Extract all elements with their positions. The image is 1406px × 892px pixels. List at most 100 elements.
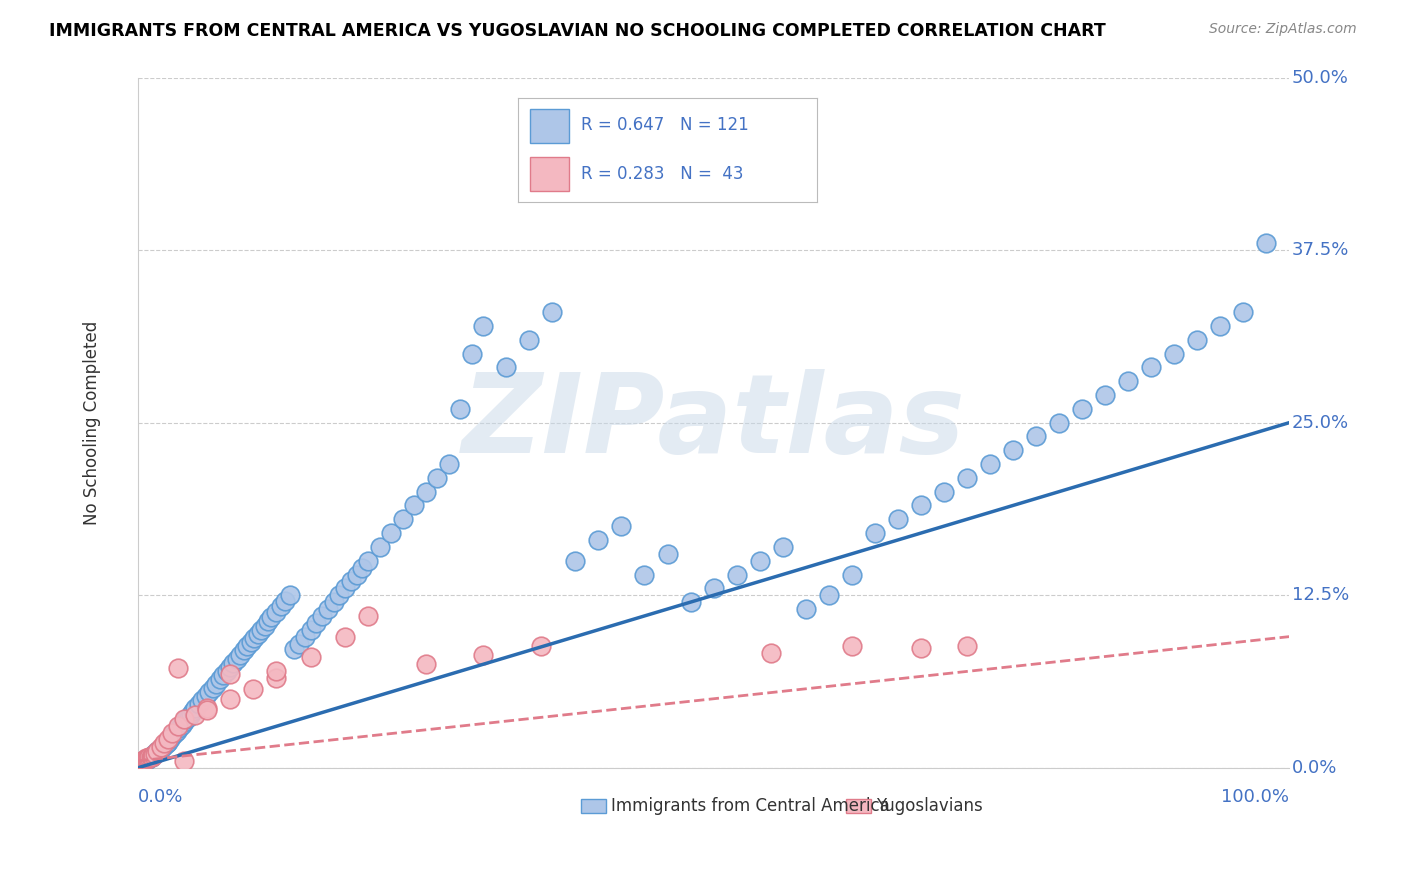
Point (136, 751, 159, 765)
Point (633, 567, 655, 582)
Point (1163, 346, 1185, 360)
Point (449, 401, 471, 416)
Point (841, 567, 863, 582)
Point (472, 648, 495, 662)
Point (134, 754, 156, 768)
Point (333, 582, 356, 596)
Text: 50.0%: 50.0% (1292, 69, 1348, 87)
Point (173, 715, 195, 730)
Point (222, 656, 245, 670)
Point (1185, 333, 1208, 347)
Point (1094, 388, 1116, 402)
Point (1140, 360, 1163, 375)
Point (759, 646, 782, 660)
Point (278, 588, 301, 602)
Point (169, 721, 191, 735)
Point (138, 749, 160, 764)
Point (236, 640, 259, 654)
Point (153, 736, 176, 750)
Text: Yugoslavians: Yugoslavians (876, 797, 983, 814)
Point (167, 719, 190, 733)
Point (163, 726, 186, 740)
Point (132, 754, 155, 768)
Point (863, 526, 886, 541)
Point (380, 526, 402, 541)
Point (129, 756, 152, 770)
Point (155, 737, 177, 751)
Text: No Schooling Completed: No Schooling Completed (83, 320, 101, 524)
Point (243, 631, 266, 645)
Point (910, 499, 932, 513)
Point (156, 731, 179, 746)
Point (1116, 374, 1139, 388)
Point (437, 457, 460, 471)
Point (357, 554, 380, 568)
Point (135, 752, 157, 766)
Point (205, 676, 228, 690)
Point (162, 729, 184, 743)
Point (195, 703, 218, 717)
Point (187, 698, 209, 712)
Point (610, 519, 633, 533)
Point (250, 623, 273, 637)
Point (191, 693, 214, 707)
Text: 0.0%: 0.0% (1292, 759, 1337, 777)
Point (215, 664, 238, 678)
Point (135, 752, 157, 766)
Point (817, 588, 839, 602)
Point (1256, 236, 1278, 251)
Point (131, 756, 153, 770)
Point (322, 595, 344, 609)
Point (146, 744, 169, 758)
Point (184, 701, 207, 715)
Point (136, 752, 159, 766)
Point (956, 471, 979, 485)
Point (131, 754, 153, 768)
Text: 0.0%: 0.0% (138, 789, 183, 806)
Point (159, 731, 181, 746)
Text: ZIPatlas: ZIPatlas (461, 369, 966, 476)
Point (143, 747, 166, 761)
Point (368, 540, 391, 554)
Point (149, 741, 172, 756)
Point (404, 499, 426, 513)
Point (260, 610, 283, 624)
Point (288, 636, 311, 650)
Point (138, 751, 160, 765)
Point (1047, 416, 1070, 430)
Point (253, 618, 276, 632)
Point (184, 708, 207, 723)
Point (564, 554, 586, 568)
Point (198, 685, 221, 699)
Point (887, 512, 910, 526)
Point (299, 623, 322, 637)
Point (142, 748, 165, 763)
Point (156, 734, 179, 748)
Point (657, 547, 679, 561)
Point (143, 747, 166, 761)
Point (495, 360, 517, 375)
Point (141, 749, 163, 764)
Point (588, 533, 610, 547)
Point (1025, 429, 1047, 443)
Point (391, 512, 413, 526)
Point (264, 605, 287, 619)
Point (180, 706, 202, 721)
Point (173, 713, 195, 727)
Point (132, 752, 155, 766)
Point (748, 554, 770, 568)
Point (239, 635, 262, 649)
Point (201, 681, 224, 695)
Point (132, 752, 155, 766)
Point (174, 713, 197, 727)
Point (270, 599, 292, 614)
Point (128, 756, 150, 771)
Text: 25.0%: 25.0% (1292, 414, 1348, 432)
Point (415, 484, 437, 499)
Point (841, 640, 863, 654)
Point (541, 305, 564, 319)
Text: Source: ZipAtlas.com: Source: ZipAtlas.com (1209, 22, 1357, 37)
Point (139, 749, 162, 764)
Point (274, 593, 297, 607)
Point (328, 588, 350, 602)
